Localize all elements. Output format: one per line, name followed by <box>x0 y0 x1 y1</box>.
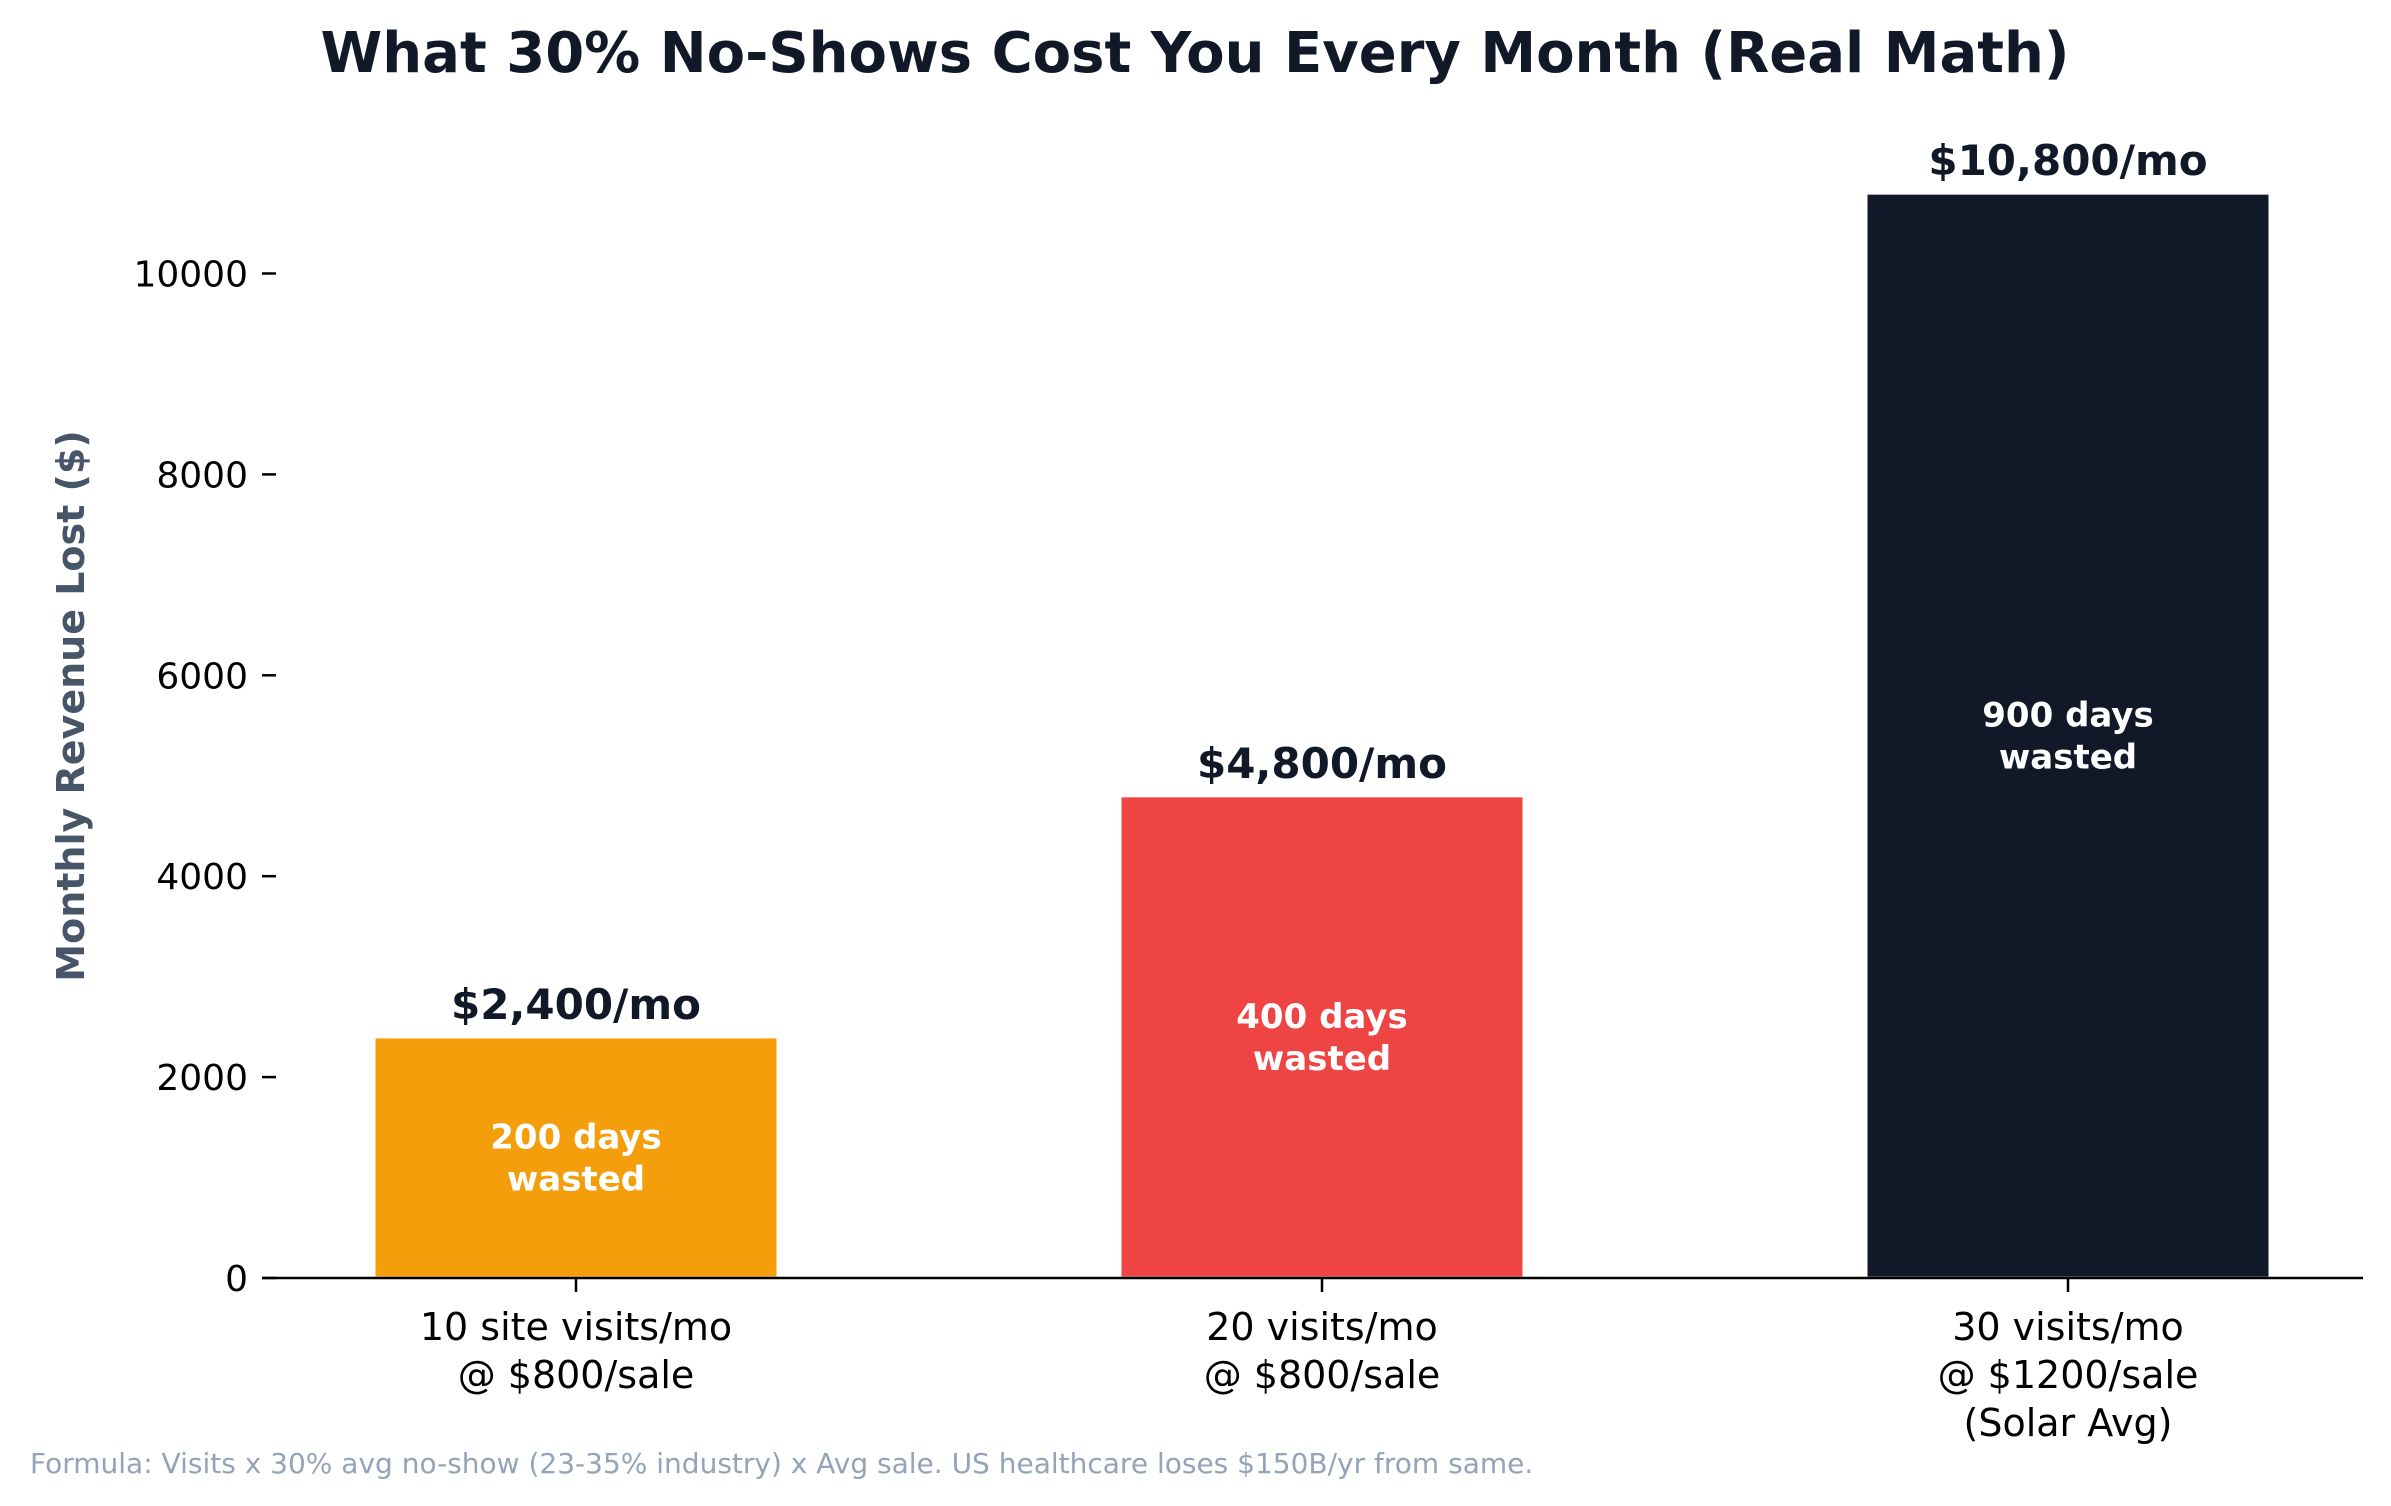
y-tick-label-2: 4000 <box>156 857 248 898</box>
x-tick-label-2-1: @ $1200/sale <box>1938 1353 2199 1397</box>
x-tick-label-1-1: @ $800/sale <box>1204 1353 1441 1397</box>
value-label-2: $10,800/mo <box>1928 136 2207 185</box>
y-tick-label-5: 10000 <box>133 255 248 296</box>
y-tick-label-3: 6000 <box>156 656 248 697</box>
value-label-1: $4,800/mo <box>1197 739 1447 788</box>
chart-title: What 30% No-Shows Cost You Every Month (… <box>321 21 2070 86</box>
x-tick-label-2-0: 30 visits/mo <box>1952 1305 2184 1349</box>
bar-annotation-1-1: wasted <box>1253 1039 1391 1079</box>
y-tick-label-4: 8000 <box>156 455 248 496</box>
x-tick-label-0-1: @ $800/sale <box>458 1353 695 1397</box>
bar-annotation-2-0: 900 days <box>1982 696 2153 736</box>
bar-annotation-2-1: wasted <box>1999 738 2137 778</box>
y-tick-label-0: 0 <box>225 1259 248 1300</box>
x-tick-label-2-2: (Solar Avg) <box>1964 1401 2173 1445</box>
bar-annotation-1-0: 400 days <box>1236 997 1407 1037</box>
bar-1 <box>1118 794 1526 1280</box>
x-tick-label-1-0: 20 visits/mo <box>1206 1305 1438 1349</box>
y-tick-label-1: 2000 <box>156 1058 248 1099</box>
bar-2 <box>1864 191 2272 1280</box>
bar-annotation-0-1: wasted <box>507 1159 645 1199</box>
x-tick-label-0-0: 10 site visits/mo <box>420 1305 732 1349</box>
bar-annotation-0-0: 200 days <box>490 1117 661 1157</box>
y-axis-label: Monthly Revenue Lost ($) <box>49 430 93 981</box>
value-label-0: $2,400/mo <box>451 980 701 1029</box>
footnote: Formula: Visits x 30% avg no-show (23-35… <box>30 1447 1533 1480</box>
